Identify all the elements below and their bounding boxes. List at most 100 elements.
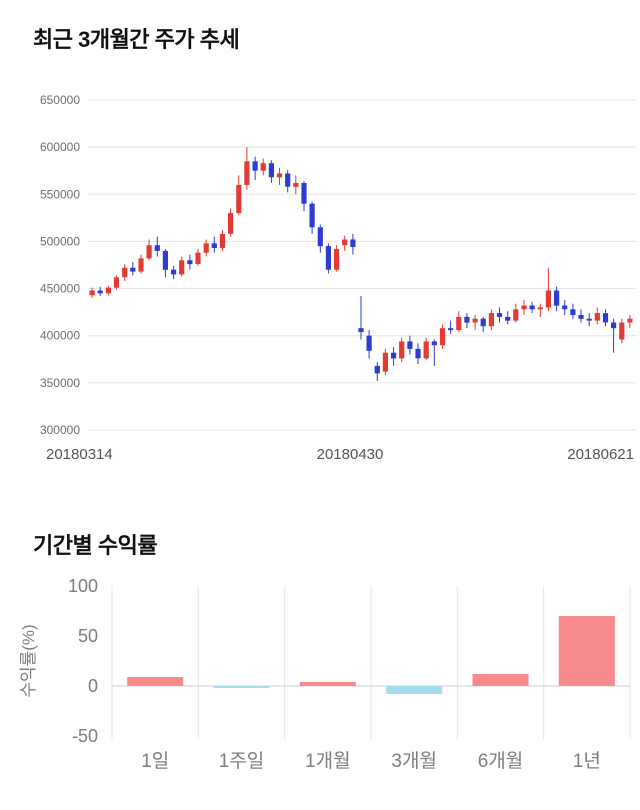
candle-body bbox=[325, 246, 331, 270]
candle-body bbox=[211, 243, 217, 248]
candle-body bbox=[317, 227, 323, 247]
y-axis-tick-label: 300000 bbox=[40, 423, 80, 437]
x-axis-tick-label: 1주일 bbox=[219, 750, 265, 772]
candle-body bbox=[228, 213, 234, 234]
candle-body bbox=[179, 260, 185, 275]
candle-body bbox=[350, 239, 356, 247]
candle-body bbox=[480, 318, 486, 327]
y-axis-tick-label: 350000 bbox=[40, 376, 80, 390]
candle-body bbox=[399, 341, 405, 359]
candle-body bbox=[285, 173, 291, 187]
candle-body bbox=[154, 245, 160, 251]
candle-body bbox=[570, 309, 576, 315]
x-axis-tick-label: 6개월 bbox=[478, 750, 524, 772]
candle-body bbox=[439, 328, 446, 346]
bar bbox=[299, 682, 356, 686]
price-chart-title: 최근 3개월간 주가 추세 bbox=[33, 27, 240, 52]
candle-body bbox=[407, 341, 413, 349]
candle-body bbox=[146, 245, 152, 259]
bar bbox=[558, 616, 615, 686]
y-axis-tick-label: 100 bbox=[68, 576, 98, 596]
candle-body bbox=[611, 322, 617, 329]
candle-body bbox=[619, 322, 625, 340]
x-axis-tick-label: 3개월 bbox=[391, 750, 437, 772]
candle-body bbox=[513, 309, 519, 321]
candle-body bbox=[554, 290, 560, 306]
candle-body bbox=[627, 318, 633, 323]
y-axis-tick-label: 0 bbox=[88, 676, 98, 696]
candle-body bbox=[162, 250, 168, 270]
stock-report-page: 최근 3개월간 주가 추세 650000 600000 550000 500000 45… bbox=[0, 27, 640, 791]
y-axis-tick-label: 400000 bbox=[40, 329, 80, 343]
candle-body bbox=[505, 316, 511, 321]
y-axis-title: 수익률(%) bbox=[19, 624, 38, 697]
candle-body bbox=[448, 328, 454, 331]
x-axis-tick-label: 1년 bbox=[573, 750, 601, 772]
y-axis-tick-label: 50 bbox=[78, 626, 98, 646]
returns-chart: 100 50 0 -50 수익률(%) 1일 1주일 1개월 3개월 6개월 1년 bbox=[0, 566, 640, 791]
y-axis-tick-label: 650000 bbox=[40, 93, 80, 107]
candle-body bbox=[301, 183, 307, 204]
candle-body bbox=[113, 277, 120, 288]
candle-body bbox=[382, 352, 388, 372]
candle-body bbox=[130, 267, 136, 272]
candle-body bbox=[244, 161, 250, 185]
candle-body bbox=[594, 313, 600, 321]
candle-body bbox=[268, 163, 274, 178]
candle-body bbox=[464, 316, 470, 323]
candle-body bbox=[334, 249, 340, 270]
candle-body bbox=[97, 290, 103, 294]
candle-body bbox=[537, 307, 543, 310]
returns-chart-canvas: 100 50 0 -50 수익률(%) 1일 1주일 1개월 3개월 6개월 1년 bbox=[19, 576, 631, 772]
x-axis-tick-label: 1일 bbox=[141, 750, 169, 772]
candle-body bbox=[195, 252, 201, 264]
bar bbox=[386, 686, 443, 694]
candle-body bbox=[138, 258, 144, 272]
candle-body bbox=[529, 305, 535, 310]
y-axis-tick-label: 550000 bbox=[40, 187, 80, 201]
price-chart-canvas: 650000 600000 550000 500000 450000 400000 3500… bbox=[40, 93, 636, 463]
candle-body bbox=[276, 173, 283, 178]
candle-body bbox=[366, 335, 372, 351]
candle-body bbox=[586, 318, 592, 321]
candle-body bbox=[293, 183, 299, 187]
price-chart: 650000 600000 550000 500000 450000 400000 3500… bbox=[0, 60, 640, 470]
candle-body bbox=[187, 260, 193, 265]
candle-body bbox=[423, 341, 429, 359]
candle-body bbox=[415, 348, 421, 359]
candle-body bbox=[496, 313, 503, 317]
candle-body bbox=[578, 315, 584, 319]
candle-body bbox=[374, 365, 380, 374]
candle-body bbox=[545, 290, 551, 308]
candle-body bbox=[358, 328, 364, 332]
candle-body bbox=[122, 267, 128, 278]
candle-body bbox=[472, 318, 478, 323]
candle-body bbox=[89, 290, 95, 296]
bar bbox=[127, 677, 184, 686]
candle-body bbox=[309, 203, 315, 228]
y-axis-tick-label: 500000 bbox=[40, 234, 80, 248]
x-axis-tick-label: 1개월 bbox=[305, 750, 351, 772]
candle-body bbox=[391, 352, 397, 359]
candle-body bbox=[236, 184, 242, 214]
candle-body bbox=[219, 233, 226, 248]
x-axis-tick-label: 20180314 bbox=[46, 446, 113, 463]
candle-body bbox=[342, 239, 348, 246]
candle-body bbox=[562, 305, 568, 310]
candle-body bbox=[252, 161, 258, 171]
candle-body bbox=[203, 243, 209, 253]
y-axis-tick-label: 450000 bbox=[40, 282, 80, 296]
bar bbox=[472, 674, 529, 686]
x-axis-tick-label: 20180621 bbox=[567, 446, 634, 463]
y-axis-tick-label: 600000 bbox=[40, 140, 80, 154]
candle-body bbox=[521, 305, 527, 310]
candle-body bbox=[105, 287, 111, 294]
bar bbox=[213, 686, 270, 688]
candle-body bbox=[260, 163, 266, 171]
candle-body bbox=[488, 313, 494, 327]
candle-body bbox=[456, 316, 462, 331]
returns-chart-title: 기간별 수익률 bbox=[33, 533, 158, 558]
candle-body bbox=[171, 269, 177, 275]
x-axis-tick-label: 20180430 bbox=[317, 446, 384, 463]
candle-body bbox=[602, 313, 609, 323]
